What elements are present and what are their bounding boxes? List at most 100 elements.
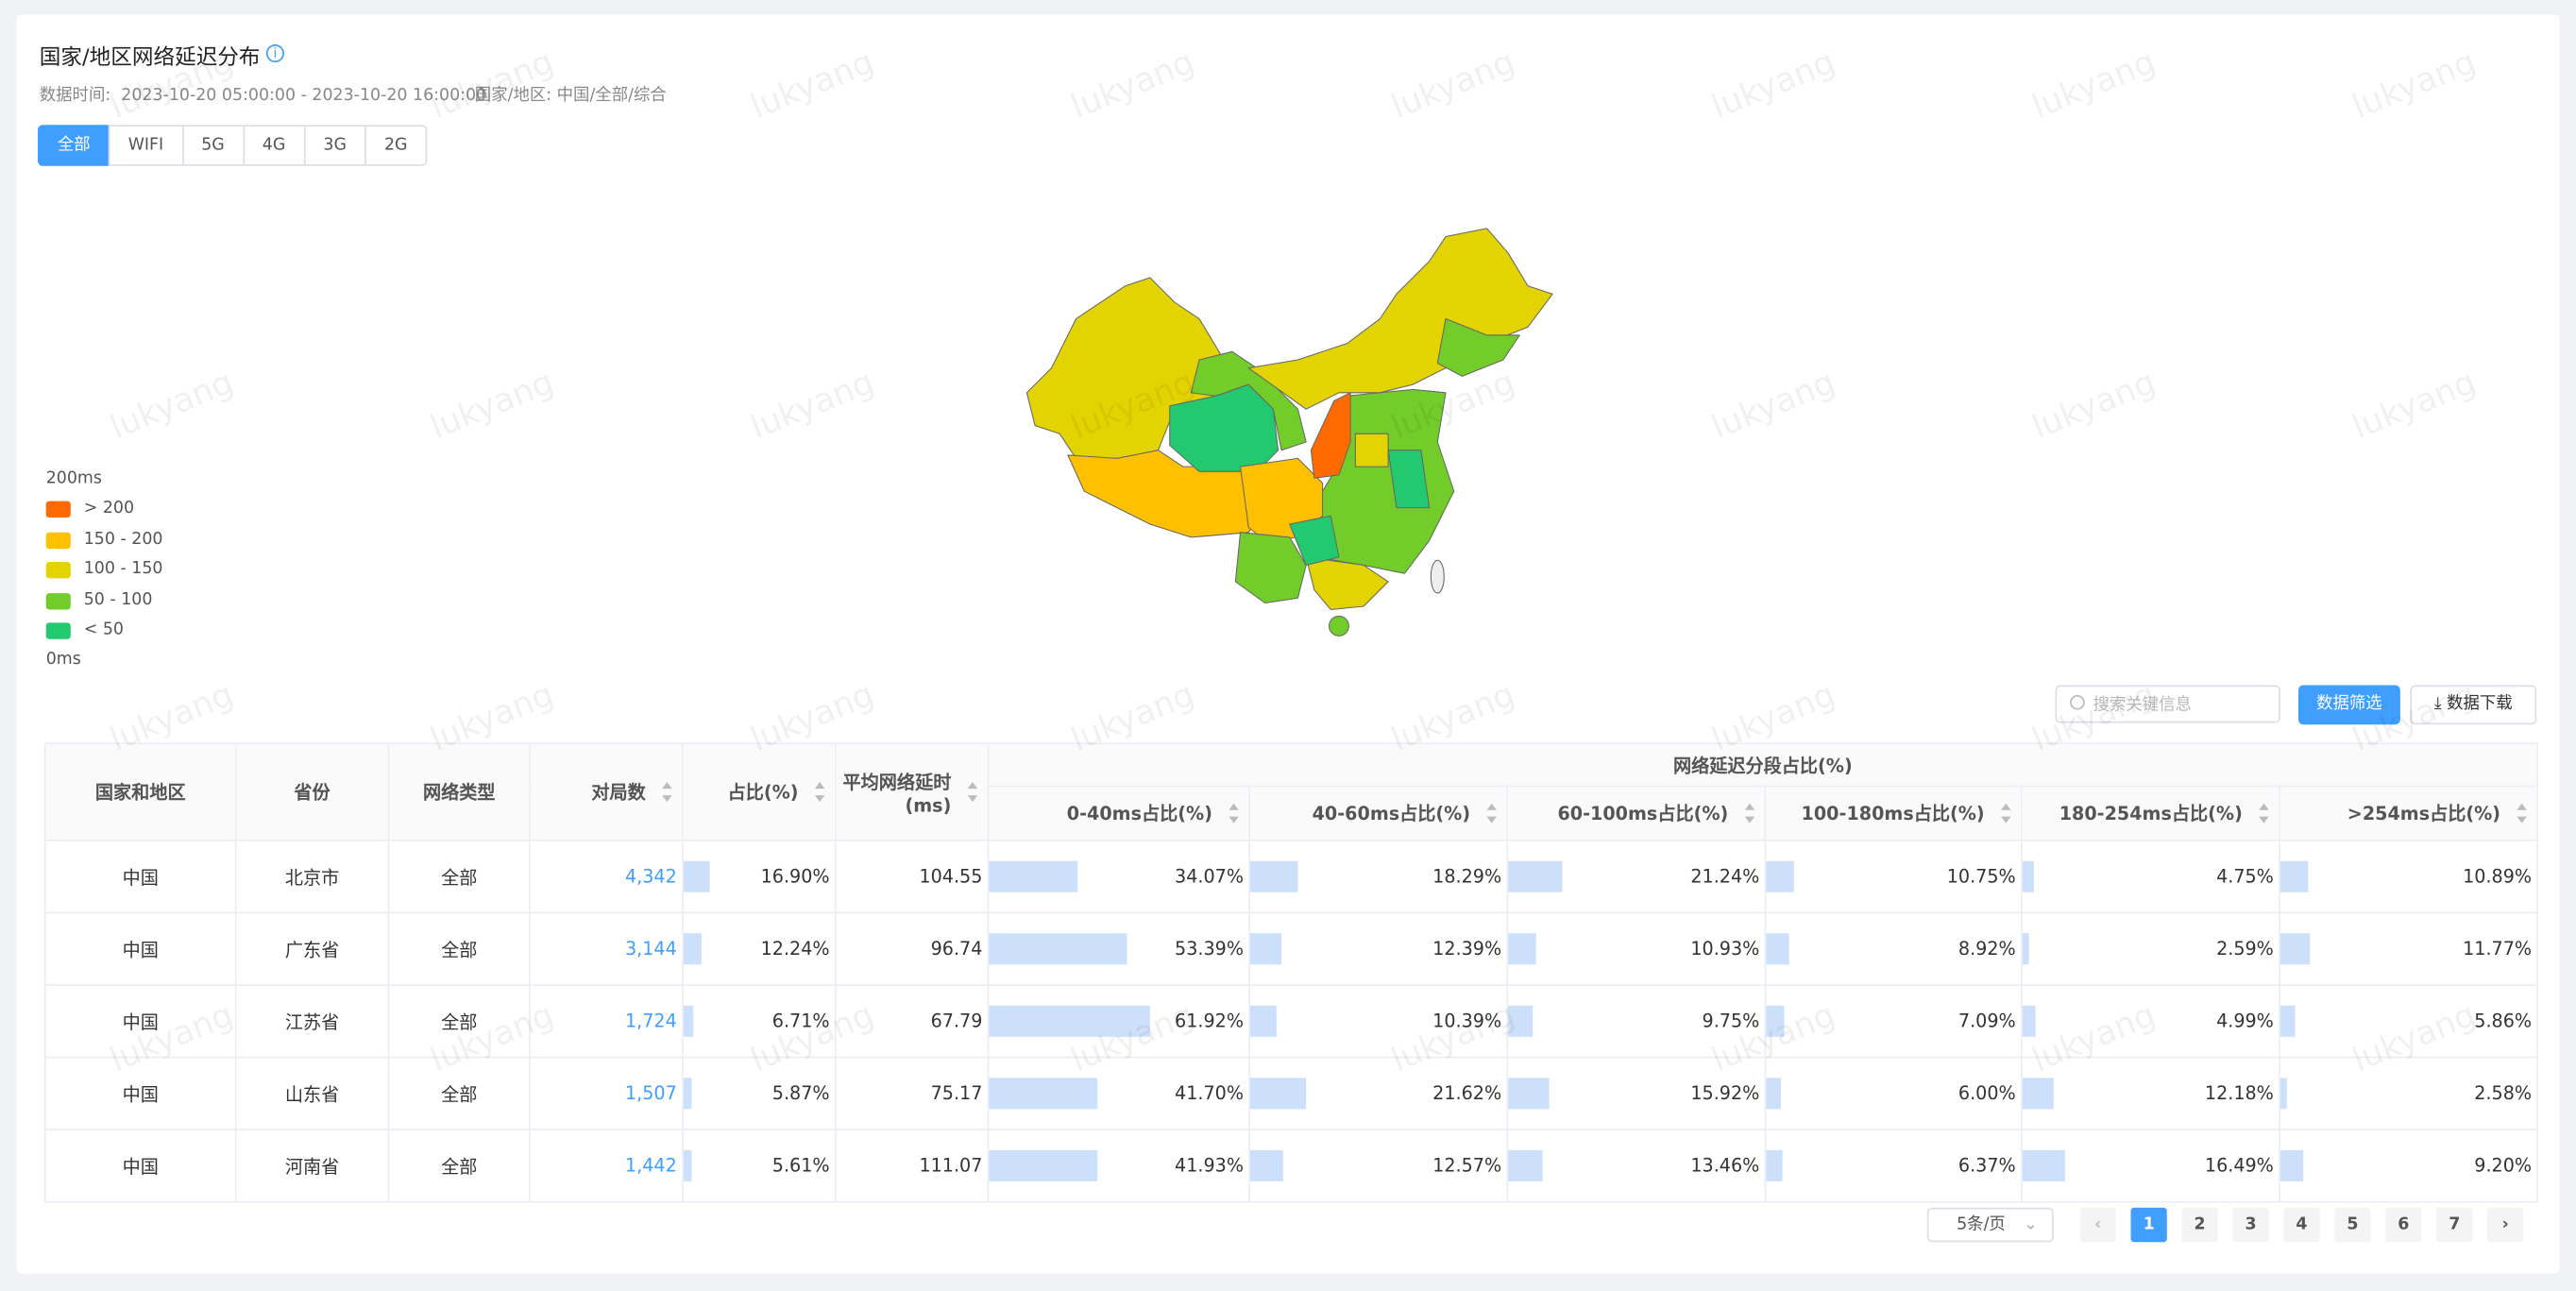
column-header: 占比(%) — [682, 742, 837, 841]
column-title: 国家和地区 — [94, 782, 186, 804]
legend-label: > 200 — [83, 499, 135, 518]
column-title: 平均网络延时(ms) — [842, 771, 952, 816]
table-cell: 全部 — [387, 1129, 531, 1203]
count-link[interactable]: 3,144 — [624, 938, 677, 960]
table-cell: 1,724 — [529, 984, 684, 1059]
page-button[interactable]: 6 — [2385, 1207, 2422, 1243]
sort-icon[interactable] — [1229, 803, 1239, 824]
cell-text: 全部 — [441, 1011, 478, 1033]
page-button[interactable]: 7 — [2436, 1207, 2473, 1243]
cell-text: 山东省 — [284, 1083, 340, 1106]
bar — [1250, 1149, 1283, 1181]
bar — [990, 860, 1078, 892]
table-cell: 中国 — [43, 1129, 237, 1203]
dropdown-arrow: ⌄ — [2024, 1215, 2038, 1234]
bar — [1509, 933, 1536, 965]
page-button[interactable]: 5 — [2334, 1207, 2371, 1243]
cell-text: 7.09% — [1957, 1010, 2016, 1032]
sort-icon[interactable] — [967, 782, 978, 803]
page-button[interactable]: 2 — [2181, 1207, 2218, 1243]
cell-text: 中国 — [122, 1155, 159, 1178]
table-row: 中国 山东省 全部 1,507 5.87% 75.17 41.70% 21.62% 15.92%… — [43, 1056, 2539, 1130]
download-label: 数据下载 — [2447, 694, 2513, 714]
sort-icon[interactable] — [662, 782, 672, 803]
region-shape — [1430, 559, 1445, 594]
cell-text: 4.75% — [2216, 865, 2274, 888]
bar — [1509, 1005, 1534, 1037]
table-cell: 6.71% — [682, 984, 837, 1059]
legend-swatch — [45, 501, 71, 518]
table-cell: 2.58% — [2279, 1056, 2539, 1130]
table-cell: 4.99% — [2020, 984, 2280, 1059]
cell-text: 北京市 — [284, 866, 340, 889]
column-header: 对局数 — [529, 742, 684, 841]
tab[interactable]: 2G — [364, 125, 428, 166]
bar — [1509, 1149, 1543, 1181]
cell-text: 53.39% — [1175, 938, 1245, 960]
bar — [2280, 1005, 2296, 1037]
cell-text: 18.29% — [1432, 865, 1502, 888]
prev-button[interactable]: ‹ — [2079, 1207, 2116, 1243]
column-title: 省份 — [294, 782, 330, 804]
next-button[interactable]: › — [2487, 1207, 2524, 1243]
count-link[interactable]: 1,507 — [624, 1082, 677, 1105]
bar — [1250, 933, 1282, 965]
count-link[interactable]: 1,442 — [624, 1155, 677, 1177]
sort-icon[interactable] — [814, 782, 825, 803]
cell-text: 河南省 — [284, 1155, 340, 1178]
filter-button[interactable]: 数据筛选 — [2297, 685, 2400, 725]
tab[interactable]: 全部 — [38, 125, 110, 166]
download-button[interactable]: ⤓ 数据下载 — [2410, 685, 2537, 725]
column-header: 60-100ms占比(%) — [1506, 785, 1767, 841]
bar — [2280, 1078, 2287, 1110]
sort-icon[interactable] — [2259, 803, 2269, 824]
tab[interactable]: 3G — [303, 125, 366, 166]
cell-text: 广东省 — [284, 939, 340, 960]
cell-text: 104.55 — [919, 865, 983, 888]
table-cell: 4,342 — [529, 840, 684, 914]
column-title: 40-60ms占比(%) — [1312, 803, 1471, 825]
count-link[interactable]: 1,724 — [624, 1010, 677, 1032]
page-button[interactable]: 4 — [2283, 1207, 2320, 1243]
bar — [684, 860, 709, 892]
table-cell: 1,507 — [529, 1056, 684, 1130]
search-input[interactable]: 搜索关键信息 — [2055, 685, 2280, 723]
cell-text: 中国 — [122, 866, 159, 889]
tab[interactable]: 5G — [181, 125, 245, 166]
tab[interactable]: WIFI — [108, 125, 184, 166]
count-link[interactable]: 4,342 — [624, 865, 677, 888]
region: 国家/地区: 中国/全部/综合 — [474, 87, 667, 106]
info-icon[interactable]: i — [265, 43, 284, 63]
sort-icon[interactable] — [1486, 803, 1497, 824]
data-table: 国家和地区 省份 网络类型 对局数 占比(%) 平均网络延时(ms) 网络延迟分段占比(%)… — [43, 742, 2539, 1203]
sort-icon[interactable] — [1744, 803, 1755, 824]
column-title: 占比(%) — [727, 782, 799, 804]
bar — [2023, 1005, 2036, 1037]
region-shape — [1387, 450, 1431, 509]
search-icon — [2070, 694, 2085, 710]
region-shape — [1247, 228, 1553, 410]
table-cell: 16.90% — [682, 840, 837, 914]
column-title: 0-40ms占比(%) — [1066, 803, 1212, 825]
page-button[interactable]: 1 — [2130, 1207, 2167, 1243]
page-button[interactable]: 3 — [2232, 1207, 2269, 1243]
watermark: lukyang — [2025, 41, 2161, 127]
sort-icon[interactable] — [2517, 803, 2527, 824]
table-cell: 5.86% — [2279, 984, 2539, 1059]
bar — [1250, 1078, 1306, 1110]
table-cell: 9.75% — [1506, 984, 1767, 1059]
bar — [2023, 860, 2035, 892]
tab[interactable]: 4G — [242, 125, 306, 166]
sort-icon[interactable] — [2001, 803, 2011, 824]
cell-text: 5.86% — [2474, 1010, 2533, 1032]
watermark: lukyang — [104, 362, 239, 447]
cell-text: 2.59% — [2216, 938, 2274, 960]
tabs: 全部 WIFI 5G 4G 3G 2G — [38, 125, 428, 166]
cell-text: 10.89% — [2463, 865, 2533, 888]
watermark: lukyang — [1065, 41, 1200, 127]
bar — [684, 1078, 693, 1110]
table-cell: 15.92% — [1506, 1056, 1767, 1130]
page-size-select[interactable]: 5条/页 ⌄ — [1926, 1207, 2054, 1243]
table-cell: 12.18% — [2020, 1056, 2280, 1130]
table-cell: 10.93% — [1506, 911, 1767, 986]
